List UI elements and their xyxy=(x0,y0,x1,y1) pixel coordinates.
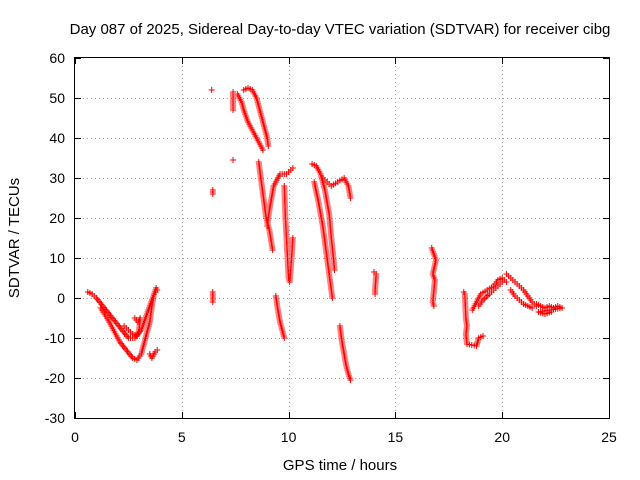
x-tick-label: 10 xyxy=(281,429,297,445)
y-tick-label: 40 xyxy=(49,130,65,146)
series-arc-18 xyxy=(460,289,486,349)
data-points xyxy=(84,85,566,383)
data-point xyxy=(269,247,276,253)
series-arc-22 xyxy=(507,287,536,311)
data-point xyxy=(430,303,437,309)
y-axis-label: SDTVAR / TECUs xyxy=(6,178,23,298)
data-point xyxy=(281,335,288,341)
data-point xyxy=(499,279,506,285)
y-tick-label: -20 xyxy=(45,370,65,386)
series-arc-20 xyxy=(475,279,506,309)
x-tick-label: 5 xyxy=(178,429,186,445)
data-point xyxy=(372,291,379,297)
data-point xyxy=(289,235,296,241)
series-arc-7 xyxy=(240,85,272,149)
data-point xyxy=(209,299,216,305)
data-point xyxy=(259,147,266,153)
data-point xyxy=(208,87,215,93)
series-arc-4 xyxy=(146,347,161,361)
data-point xyxy=(347,195,354,201)
data-point xyxy=(209,191,216,197)
data-point xyxy=(347,377,354,383)
y-tick-label: 10 xyxy=(49,250,65,266)
series-arc-10 xyxy=(272,293,288,341)
y-tick-label: 30 xyxy=(49,170,65,186)
grid xyxy=(75,58,609,418)
y-tick-label: 0 xyxy=(57,290,65,306)
y-tick-labels: -30 -20 -10 0 10 20 30 40 50 60 xyxy=(45,50,65,426)
y-tick-label: 60 xyxy=(49,50,65,66)
y-tick-label: 20 xyxy=(49,210,65,226)
series-arc-19 xyxy=(469,275,510,313)
series-arc-16 xyxy=(371,269,380,297)
x-axis-label: GPS time / hours xyxy=(283,457,397,474)
series-arc-8 xyxy=(255,159,276,253)
data-point xyxy=(329,295,336,301)
data-point xyxy=(529,305,536,311)
series-arc-23 xyxy=(533,301,566,317)
data-point xyxy=(154,347,161,353)
series-arc-3 xyxy=(121,315,144,339)
series-arc-11 xyxy=(281,183,296,285)
x-tick-label: 0 xyxy=(71,429,79,445)
data-point xyxy=(230,107,237,113)
x-tick-labels: 0 5 10 15 20 25 xyxy=(71,429,617,445)
axis-ticks xyxy=(75,58,610,419)
series-arc-6 xyxy=(230,89,266,163)
x-tick-label: 25 xyxy=(601,429,617,445)
data-point xyxy=(548,309,555,315)
series-arc-15 xyxy=(336,323,354,383)
y-tick-label: -30 xyxy=(45,410,65,426)
series-arc-12 xyxy=(309,161,338,273)
series-arc-9 xyxy=(264,165,296,229)
x-tick-label: 15 xyxy=(388,429,404,445)
data-point xyxy=(153,285,160,291)
data-point xyxy=(331,267,338,273)
plot-frame xyxy=(74,57,610,419)
x-tick-label: 20 xyxy=(494,429,510,445)
series-arc-14 xyxy=(319,175,354,201)
data-point xyxy=(479,333,486,339)
chart-title: Day 087 of 2025, Sidereal Day-to-day VTE… xyxy=(70,21,611,38)
series-arc-13 xyxy=(311,179,336,301)
y-tick-label: 50 xyxy=(49,90,65,106)
data-point xyxy=(265,143,272,149)
data-point xyxy=(230,157,237,163)
y-tick-label: -10 xyxy=(45,330,65,346)
data-point xyxy=(131,315,138,321)
series-arc-5 xyxy=(208,87,216,305)
series-arc-2 xyxy=(97,285,160,363)
data-point xyxy=(289,165,296,171)
series-arc-17 xyxy=(428,245,439,309)
